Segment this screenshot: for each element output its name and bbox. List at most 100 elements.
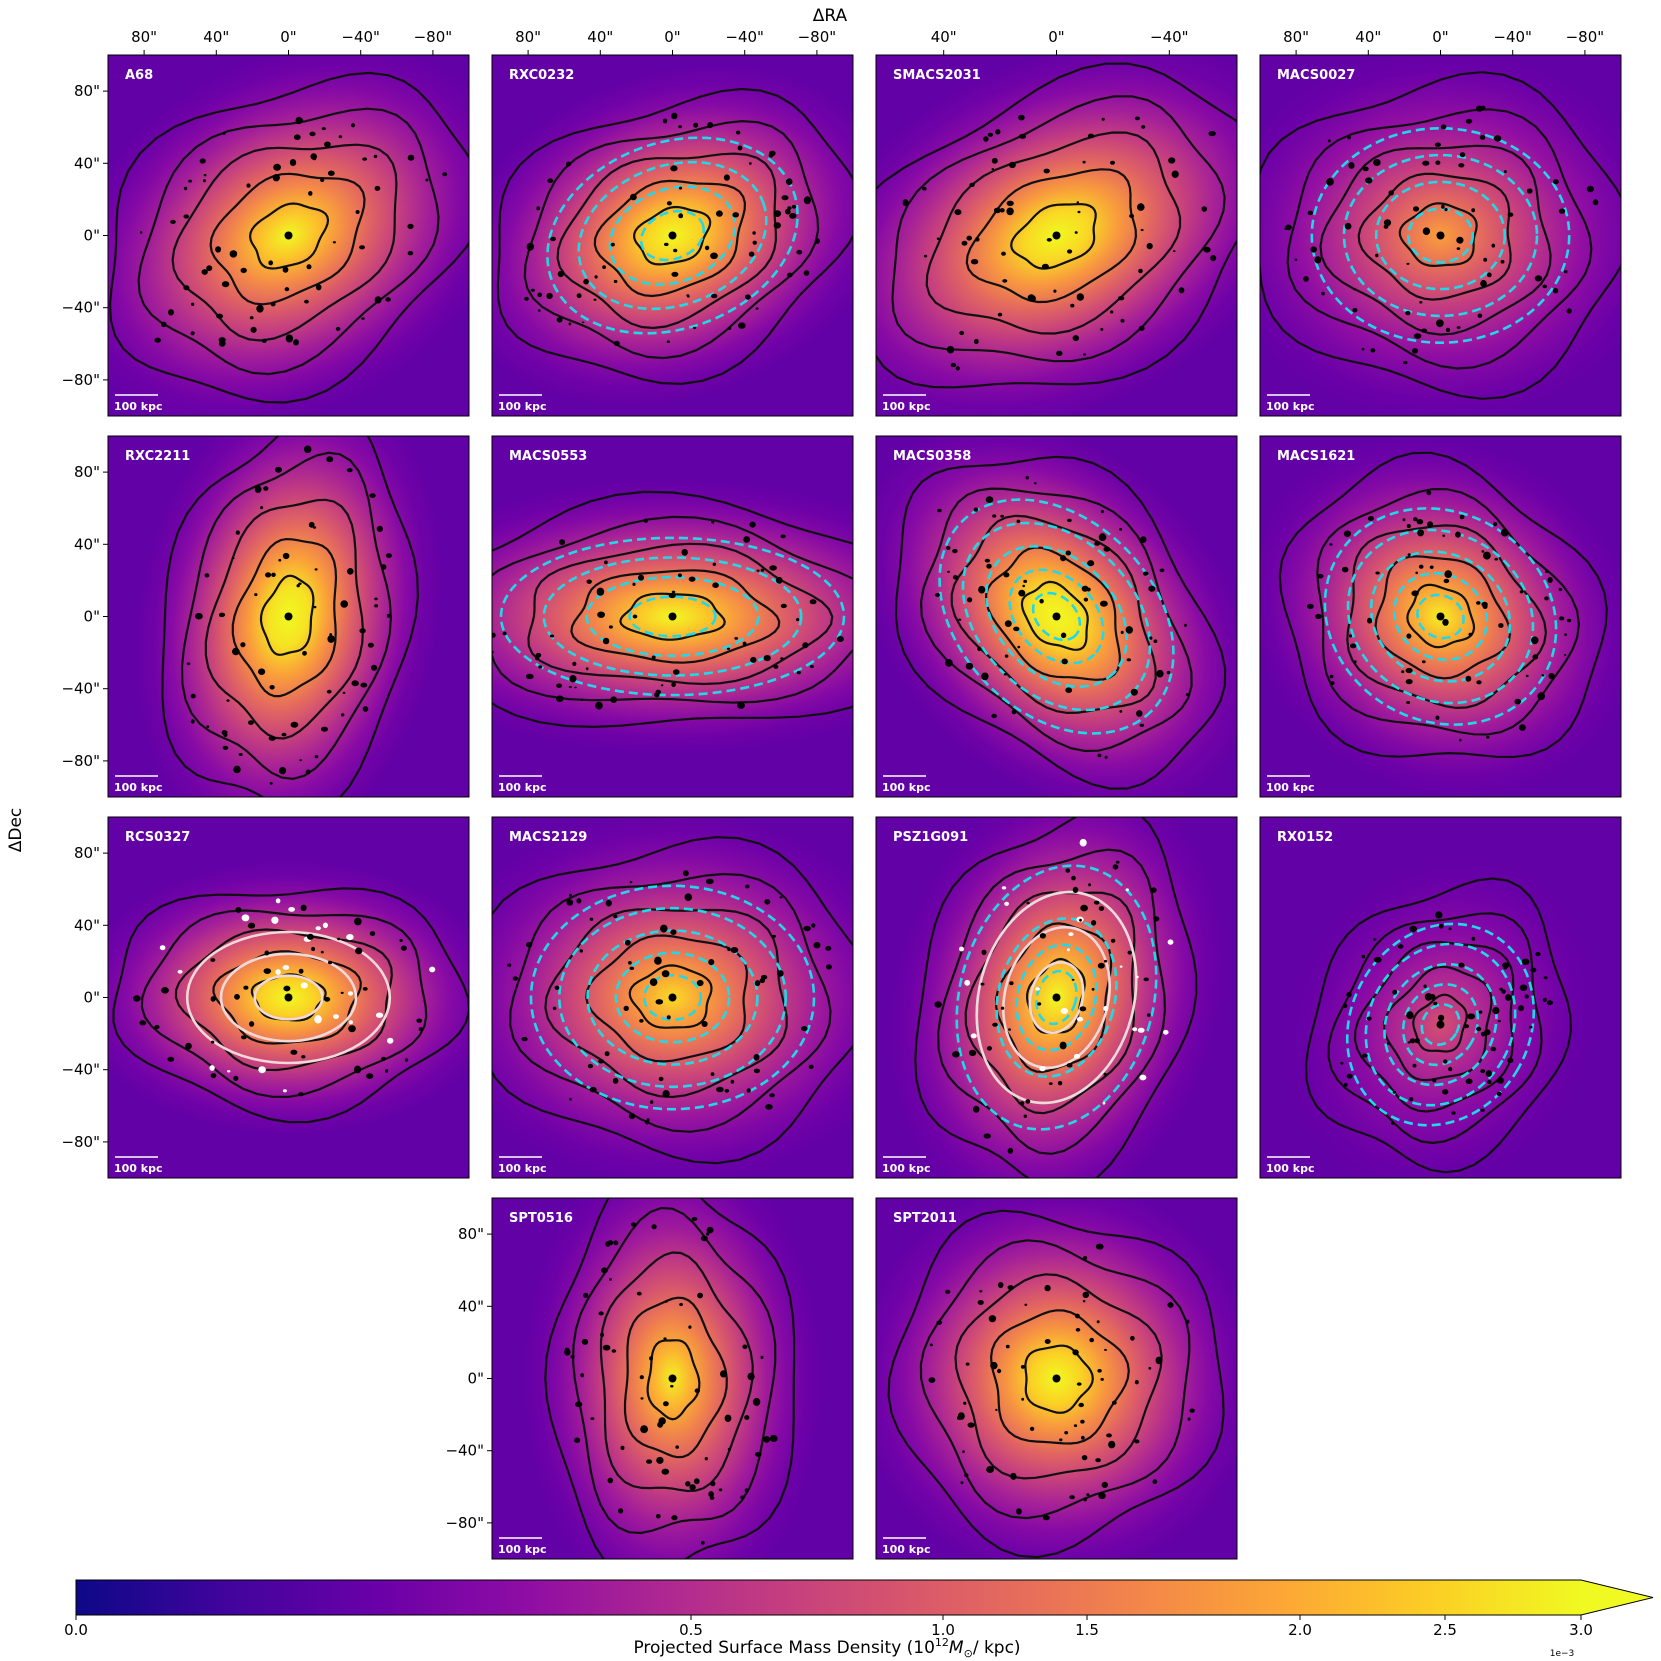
galaxy-marker (507, 963, 512, 967)
galaxy-marker (512, 976, 518, 981)
galaxy-marker (247, 720, 254, 725)
galaxy-marker (708, 959, 715, 966)
galaxy-marker (973, 507, 979, 512)
galaxy-marker (752, 231, 756, 235)
galaxy-marker (327, 635, 335, 643)
galaxy-marker (1075, 1313, 1080, 1319)
galaxy-marker (643, 518, 649, 523)
galaxy-marker (650, 1100, 654, 1104)
galaxy-marker (303, 445, 312, 454)
galaxy-marker (787, 206, 792, 210)
panel-a68: A68 100 kpc (107, 54, 470, 417)
galaxy-marker (1435, 911, 1443, 919)
galaxy-marker (221, 730, 228, 735)
dashed-contour (1420, 1003, 1461, 1046)
panel-frame (1259, 435, 1622, 798)
mass-contour (925, 131, 1182, 335)
galaxy-marker (1326, 178, 1334, 186)
galaxy-marker (1087, 133, 1095, 139)
galaxy-marker (753, 1068, 761, 1074)
galaxy-marker (1406, 524, 1411, 528)
galaxy-marker (803, 270, 810, 276)
galaxy-marker (256, 304, 264, 313)
galaxy-marker (613, 1240, 619, 1246)
galaxy-marker (1321, 291, 1325, 296)
galaxy-marker (1126, 658, 1132, 662)
galaxy-marker (1480, 105, 1486, 110)
galaxy-marker (1083, 1497, 1087, 1502)
panel-rxc2211: RXC2211 100 kpc (107, 435, 470, 798)
galaxy-marker (1029, 295, 1036, 302)
galaxy-marker (1526, 188, 1533, 194)
galaxy-marker (796, 670, 801, 675)
galaxy-marker (1386, 1042, 1391, 1045)
colorbar: 0.0 0.5 1.0 1.5 2.0 2.5 3.0 (64, 1579, 1654, 1639)
mass-contour (623, 1296, 728, 1459)
dashed-contour (628, 595, 717, 638)
panel-rx0152: RX0152 100 kpc (1259, 816, 1622, 1179)
galaxy-marker (305, 769, 311, 775)
galaxy-marker (1011, 709, 1017, 715)
galaxy-marker (310, 153, 318, 160)
galaxy-marker (168, 309, 174, 316)
galaxy-marker (1006, 207, 1014, 216)
x-tick-label: 40" (587, 28, 613, 46)
galaxy-marker (206, 725, 210, 728)
galaxy-marker (966, 235, 972, 241)
galaxy-marker (954, 209, 962, 216)
galaxy-marker (385, 553, 392, 558)
dashed-contour (639, 209, 706, 262)
galaxy-marker (374, 296, 382, 304)
galaxy-marker (727, 947, 731, 952)
galaxy-marker (666, 1015, 671, 1020)
galaxy-marker (598, 1059, 605, 1064)
colorbar-frame (75, 1579, 1654, 1616)
galaxy-marker (640, 1397, 644, 1400)
galaxy-marker (282, 1089, 287, 1093)
galaxy-marker (600, 1267, 608, 1274)
galaxy-marker (1016, 1508, 1022, 1515)
galaxy-marker (340, 600, 349, 608)
galaxy-marker (1535, 952, 1541, 957)
galaxy-marker (772, 934, 777, 938)
y-tick-label: 80" (458, 1225, 484, 1243)
galaxy-marker (737, 701, 745, 710)
galaxy-marker (324, 141, 331, 148)
galaxy-marker (321, 127, 326, 131)
galaxy-marker (342, 691, 346, 695)
mass-contour (1346, 524, 1548, 710)
galaxy-marker (936, 237, 940, 240)
galaxy-marker (1017, 645, 1021, 649)
galaxy-marker (1483, 257, 1488, 262)
galaxy-marker (324, 996, 331, 1002)
galaxy-marker (209, 1065, 215, 1071)
dashed-contour (1035, 969, 1078, 1026)
galaxy-marker (1137, 203, 1145, 211)
galaxy-marker (654, 956, 662, 965)
galaxy-marker (769, 565, 777, 571)
galaxy-marker (755, 307, 759, 310)
galaxy-marker (580, 1373, 585, 1378)
galaxy-marker (293, 134, 301, 140)
galaxy-marker (1433, 1001, 1438, 1006)
mass-contour (544, 1198, 796, 1559)
galaxy-marker (1039, 1066, 1046, 1072)
galaxy-marker (367, 642, 374, 648)
galaxy-marker (744, 1488, 749, 1493)
galaxy-marker (613, 340, 620, 347)
y-tick-label: −40" (61, 1061, 100, 1079)
galaxy-marker (350, 123, 356, 128)
galaxy-marker (755, 1451, 762, 1457)
dashed-contour (955, 864, 1158, 1131)
galaxy-marker (240, 267, 247, 274)
galaxy-marker (362, 706, 369, 712)
panel-frame (875, 1197, 1238, 1560)
galaxy-marker (1566, 308, 1572, 314)
galaxy-marker (1329, 543, 1333, 546)
galaxy-marker (1140, 228, 1144, 232)
galaxy-marker (243, 985, 249, 990)
galaxy-marker (1134, 1380, 1139, 1385)
galaxy-marker (752, 240, 757, 245)
galaxy-marker (566, 161, 571, 167)
galaxy-marker (740, 1495, 745, 1500)
